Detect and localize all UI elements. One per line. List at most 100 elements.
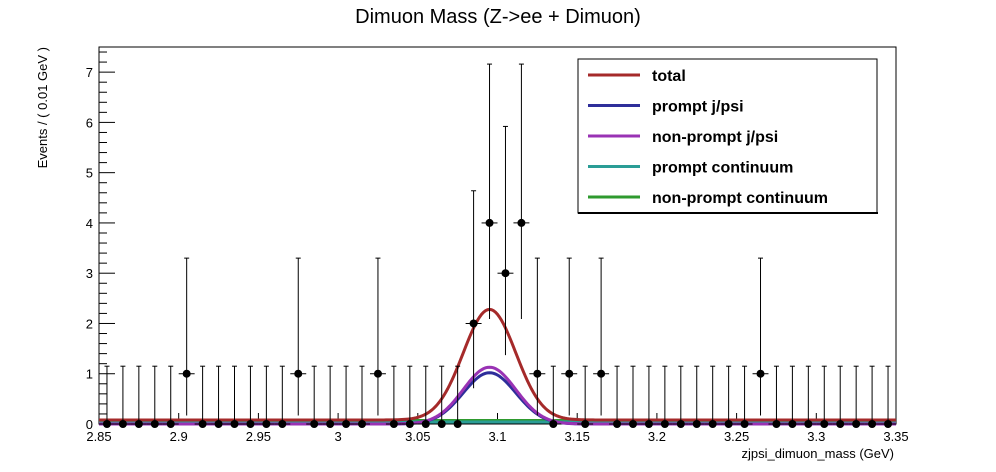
data-marker xyxy=(581,420,590,428)
data-marker xyxy=(230,420,239,428)
data-point xyxy=(274,365,291,428)
data-marker xyxy=(724,420,733,428)
x-tick-label: 3.1 xyxy=(488,429,506,444)
data-marker xyxy=(389,420,398,428)
data-point xyxy=(752,257,769,416)
data-marker xyxy=(836,420,845,428)
y-tick-label: 1 xyxy=(86,367,93,382)
legend-box-shadow xyxy=(578,212,878,214)
data-marker xyxy=(469,319,478,328)
data-point xyxy=(784,365,801,428)
data-point xyxy=(880,365,896,428)
data-point xyxy=(290,257,307,416)
data-point xyxy=(529,257,546,416)
data-marker xyxy=(118,420,127,428)
data-marker xyxy=(294,369,303,378)
x-tick-label: 3.3 xyxy=(807,429,825,444)
data-point xyxy=(322,365,339,428)
x-tick-label: 3 xyxy=(334,429,341,444)
data-marker xyxy=(501,269,510,278)
data-point xyxy=(146,365,163,428)
data-marker xyxy=(852,420,861,428)
data-marker xyxy=(326,420,335,428)
data-point xyxy=(832,365,849,428)
data-point xyxy=(210,365,227,428)
data-point xyxy=(816,365,833,428)
data-point xyxy=(114,365,131,428)
data-marker xyxy=(182,369,191,378)
data-points xyxy=(99,63,896,428)
data-point xyxy=(609,365,626,428)
data-point xyxy=(656,365,673,428)
legend-label: non-prompt continuum xyxy=(652,190,828,207)
data-point xyxy=(497,125,514,356)
data-marker xyxy=(660,420,669,428)
data-marker xyxy=(437,420,446,428)
y-tick-label: 7 xyxy=(86,65,93,80)
data-point xyxy=(401,365,418,428)
data-point xyxy=(130,365,147,428)
data-marker xyxy=(820,420,829,428)
data-marker xyxy=(246,420,255,428)
data-point xyxy=(178,257,195,416)
data-marker xyxy=(644,420,653,428)
data-point xyxy=(848,365,865,428)
data-marker xyxy=(692,420,701,428)
data-marker xyxy=(102,420,111,428)
data-marker xyxy=(166,420,175,428)
x-tick-label: 3.25 xyxy=(724,429,749,444)
data-marker xyxy=(485,218,494,227)
data-marker xyxy=(421,420,430,428)
data-point xyxy=(561,257,578,416)
curve-total xyxy=(99,307,896,422)
data-marker xyxy=(278,420,287,428)
x-tick-label: 2.85 xyxy=(86,429,111,444)
data-marker xyxy=(676,420,685,428)
y-axis-label: Events / ( 0.01 GeV ) xyxy=(35,47,50,168)
data-marker xyxy=(613,420,622,428)
data-point xyxy=(593,257,610,416)
x-tick-label: 3.05 xyxy=(405,429,430,444)
data-point xyxy=(162,365,179,428)
data-point xyxy=(704,365,721,428)
data-point xyxy=(385,365,402,428)
data-marker xyxy=(565,369,574,378)
data-point xyxy=(481,63,498,319)
data-marker xyxy=(134,420,143,428)
data-marker xyxy=(214,420,223,428)
data-point xyxy=(672,365,689,428)
data-point xyxy=(688,365,705,428)
data-point xyxy=(194,365,211,428)
chart-title: Dimuon Mass (Z->ee + Dimuon) xyxy=(355,6,641,28)
data-point xyxy=(465,190,482,389)
x-tick-label: 3.35 xyxy=(883,429,908,444)
data-marker xyxy=(804,420,813,428)
data-point xyxy=(800,365,817,428)
data-marker xyxy=(597,369,606,378)
data-point xyxy=(354,365,370,428)
data-marker xyxy=(358,420,367,428)
data-marker xyxy=(310,420,319,428)
y-tick-label: 6 xyxy=(86,115,93,130)
data-point xyxy=(720,365,737,428)
data-marker xyxy=(453,420,462,428)
y-tick-label: 2 xyxy=(86,316,93,331)
data-marker xyxy=(772,420,781,428)
data-marker xyxy=(405,420,414,428)
y-tick-label: 0 xyxy=(86,417,93,432)
data-marker xyxy=(756,369,765,378)
y-tick-label: 3 xyxy=(86,266,93,281)
legend: total prompt j/psi non-prompt j/psi prompt … xyxy=(577,58,878,214)
data-point xyxy=(625,365,641,428)
data-marker xyxy=(708,420,717,428)
data-marker xyxy=(740,420,749,428)
x-tick-label: 2.9 xyxy=(170,429,188,444)
data-point xyxy=(242,365,259,428)
y-tick-label: 4 xyxy=(86,216,93,231)
x-tick-label: 2.95 xyxy=(246,429,271,444)
data-point xyxy=(417,365,434,428)
data-point xyxy=(258,365,275,428)
data-point xyxy=(736,365,753,428)
data-marker xyxy=(373,369,382,378)
